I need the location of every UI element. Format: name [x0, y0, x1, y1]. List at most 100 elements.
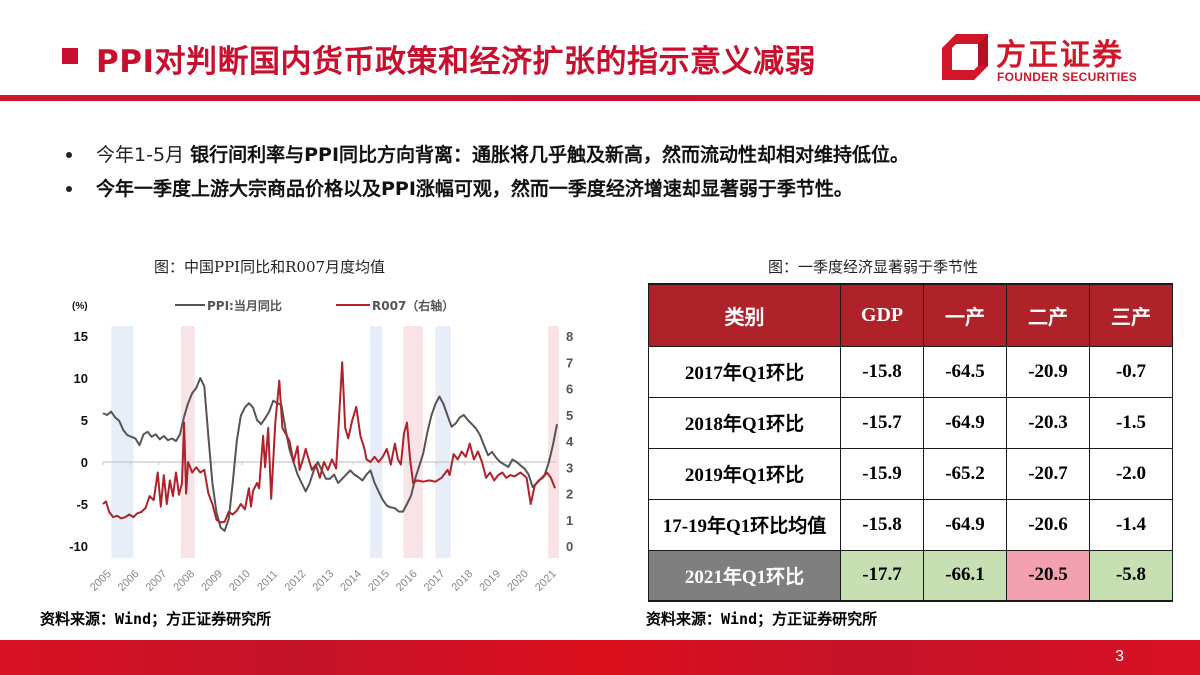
table-header-row: 类别 GDP 一产 二产 三产 — [648, 283, 1173, 347]
slide-title: PPI对判断国内货币政策和经济扩张的指示意义减弱 — [96, 44, 816, 80]
x-axis-tick-label: 2015 — [366, 568, 392, 594]
left-axis-unit-label: (%) — [72, 301, 88, 312]
x-axis-tick-label: 2006 — [116, 568, 142, 594]
x-axis-tick-label: 2016 — [394, 568, 420, 594]
cell-secondary: -20.5 — [1006, 549, 1090, 602]
column-header-gdp: GDP — [840, 283, 924, 347]
left-axis-tick-label: -10 — [69, 539, 88, 554]
cell-gdp: -15.8 — [840, 498, 924, 551]
right-axis-tick-label: 0 — [566, 539, 573, 554]
page-number: 3 — [1115, 648, 1124, 665]
x-axis-tick-label: 2010 — [227, 568, 253, 594]
shaded-period-band — [403, 326, 423, 558]
column-header-tertiary: 三产 — [1089, 283, 1173, 347]
legend-ppi-label: PPI:当月同比 — [207, 298, 282, 313]
legend-r007-label: R007（右轴） — [372, 298, 454, 313]
bullet-item: 今年1-5月 银行间利率与PPI同比方向背离：通胀将几乎触及新高，然而流动性却相… — [62, 140, 1162, 174]
q1-growth-table: 类别 GDP 一产 二产 三产 2017年Q1环比 -15.8 -64.5 -2… — [648, 283, 1173, 602]
x-axis-tick-label: 2011 — [255, 568, 280, 593]
shaded-period-band — [111, 326, 134, 558]
bullet-dot — [66, 186, 72, 192]
x-axis-tick-label: 2005 — [88, 568, 114, 594]
right-axis-tick-label: 4 — [566, 434, 574, 449]
column-header-category: 类别 — [648, 283, 841, 347]
table-row-highlight-2021: 2021年Q1环比 -17.7 -66.1 -20.5 -5.8 — [648, 549, 1173, 602]
row-label: 2021年Q1环比 — [648, 549, 841, 602]
right-axis-tick-label: 5 — [566, 408, 573, 423]
founder-securities-logo: 方正证券 FOUNDER SECURITIES — [942, 30, 1152, 86]
x-axis-tick-label: 2018 — [450, 568, 476, 594]
ppi-yoy-line — [102, 377, 558, 532]
bullet-text: 今年一季度上游大宗商品价格以及PPI涨幅可观，然而一季度经济增速却显著弱于季节性… — [96, 178, 853, 200]
cell-gdp: -15.9 — [840, 447, 924, 500]
row-label: 2019年Q1环比 — [648, 447, 841, 500]
cell-secondary: -20.9 — [1006, 345, 1090, 398]
key-points: 今年1-5月 银行间利率与PPI同比方向背离：通胀将几乎触及新高，然而流动性却相… — [62, 140, 1162, 208]
shaded-period-band — [435, 326, 451, 558]
column-header-primary: 一产 — [923, 283, 1007, 347]
left-axis-tick-label: 0 — [81, 455, 88, 470]
left-axis-tick-label: 15 — [74, 329, 88, 344]
shaded-period-band — [370, 326, 383, 558]
right-axis-tick-label: 8 — [566, 329, 573, 344]
table-row: 2019年Q1环比 -15.9 -65.2 -20.7 -2.0 — [648, 447, 1173, 500]
x-axis-tick-label: 2017 — [422, 568, 448, 594]
bullet-lead: 今年1-5月 — [96, 144, 185, 166]
x-axis-tick-label: 2009 — [199, 568, 225, 594]
right-axis-tick-label: 2 — [566, 487, 573, 502]
cell-tertiary: -0.7 — [1089, 345, 1173, 398]
cell-primary: -64.5 — [923, 345, 1007, 398]
x-axis-tick-label: 2008 — [171, 568, 197, 594]
table-row: 2018年Q1环比 -15.7 -64.9 -20.3 -1.5 — [648, 396, 1173, 449]
cell-tertiary: -5.8 — [1089, 549, 1173, 602]
x-axis-tick-label: 2012 — [283, 568, 309, 594]
table-source-note: 资料来源：Wind；方正证券研究所 — [646, 610, 878, 628]
row-label: 17-19年Q1环比均值 — [648, 498, 841, 551]
logo-mark-icon — [942, 34, 988, 80]
cell-gdp: -17.7 — [840, 549, 924, 602]
row-label: 2018年Q1环比 — [648, 396, 841, 449]
x-axis-tick-label: 2021 — [533, 568, 559, 594]
bullet-text: 银行间利率与PPI同比方向背离：通胀将几乎触及新高，然而流动性却相对维持低位。 — [190, 144, 910, 166]
cell-secondary: -20.3 — [1006, 396, 1090, 449]
cell-tertiary: -1.4 — [1089, 498, 1173, 551]
r007-line — [102, 361, 556, 524]
row-label: 2017年Q1环比 — [648, 345, 841, 398]
title-bullet-square — [62, 48, 78, 64]
slide-header: PPI对判断国内货币政策和经济扩张的指示意义减弱 方正证券 FOUNDER SE… — [0, 0, 1200, 101]
cell-secondary: -20.6 — [1006, 498, 1090, 551]
cell-tertiary: -2.0 — [1089, 447, 1173, 500]
column-header-secondary: 二产 — [1006, 283, 1090, 347]
left-axis-tick-label: 10 — [74, 371, 88, 386]
cell-primary: -66.1 — [923, 549, 1007, 602]
x-axis-tick-label: 2014 — [338, 568, 364, 594]
table-title: 图：一季度经济显著弱于季节性 — [768, 258, 979, 276]
shaded-period-band — [180, 326, 195, 558]
cell-tertiary: -1.5 — [1089, 396, 1173, 449]
cell-primary: -64.9 — [923, 396, 1007, 449]
x-axis-tick-label: 2019 — [477, 568, 503, 594]
x-axis-tick-label: 2020 — [505, 568, 531, 594]
x-axis-tick-label: 2007 — [144, 568, 170, 594]
right-axis-tick-label: 1 — [566, 513, 573, 528]
table-row: 2017年Q1环比 -15.8 -64.5 -20.9 -0.7 — [648, 345, 1173, 398]
cell-secondary: -20.7 — [1006, 447, 1090, 500]
logo-chinese-name: 方正证券 — [996, 38, 1124, 73]
right-axis-tick-label: 6 — [566, 382, 573, 397]
logo-english-name: FOUNDER SECURITIES — [997, 70, 1138, 84]
chart-source-note: 资料来源：Wind；方正证券研究所 — [40, 610, 272, 628]
table-row: 17-19年Q1环比均值 -15.8 -64.9 -20.6 -1.4 — [648, 498, 1173, 551]
chart-title: 图：中国PPI同比和R007月度均值 — [154, 258, 386, 276]
right-axis-tick-label: 7 — [566, 355, 573, 370]
bullet-dot — [66, 152, 72, 158]
cell-primary: -64.9 — [923, 498, 1007, 551]
left-axis-tick-label: 5 — [81, 413, 88, 428]
left-axis-tick-label: -5 — [76, 497, 88, 512]
right-axis-tick-label: 3 — [566, 460, 573, 475]
cell-gdp: -15.7 — [840, 396, 924, 449]
header-divider — [0, 95, 1200, 101]
bullet-item: 今年一季度上游大宗商品价格以及PPI涨幅可观，然而一季度经济增速却显著弱于季节性… — [62, 174, 1162, 208]
x-axis-tick-label: 2013 — [310, 568, 336, 594]
cell-gdp: -15.8 — [840, 345, 924, 398]
